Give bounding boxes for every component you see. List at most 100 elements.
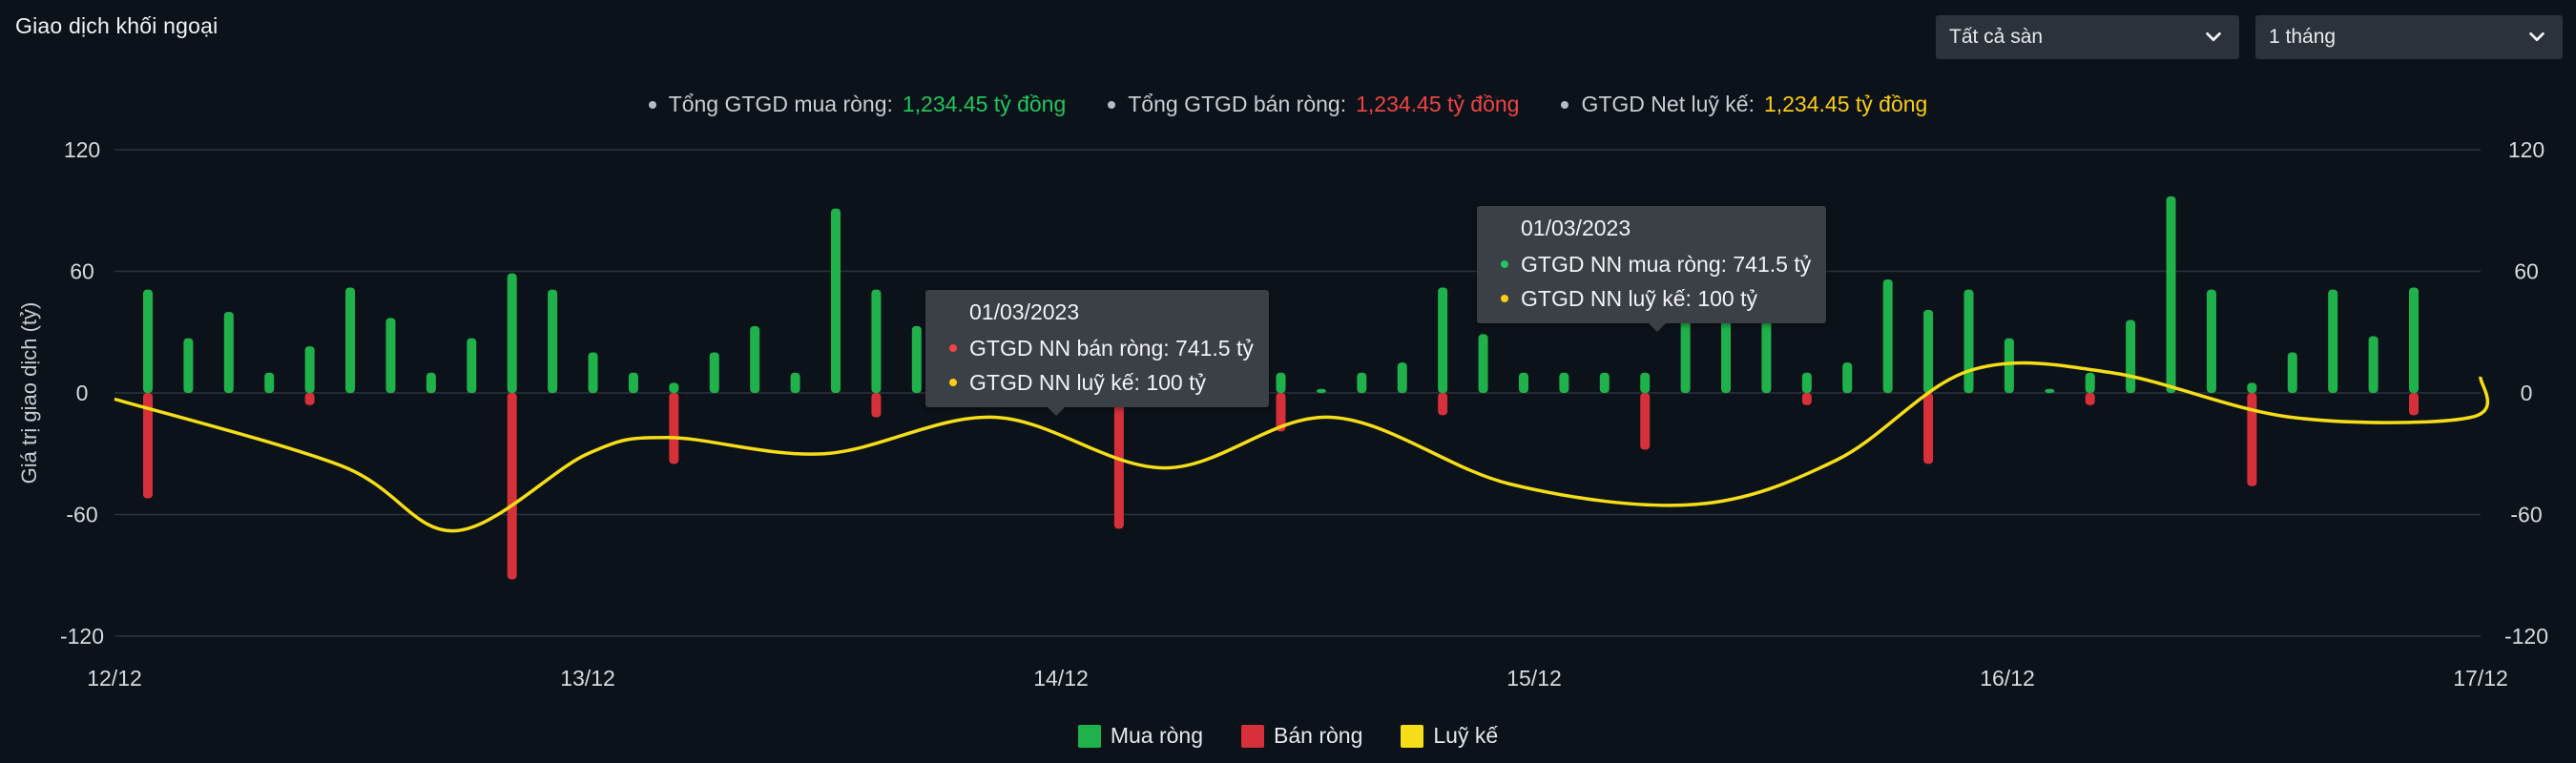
buy-bar (264, 372, 275, 393)
sell-bar (1801, 393, 1812, 405)
tooltip-net-buy: 01/03/2023 GTGD NN mua ròng: 741.5 tỷ GT… (1477, 206, 1827, 332)
period-select-value: 1 tháng (2269, 26, 2337, 48)
buy-bar (2206, 289, 2216, 393)
legend-swatch (1077, 724, 1101, 748)
buy-bar (1882, 279, 1893, 393)
buy-bar (790, 372, 800, 393)
buy-bar (1518, 372, 1528, 393)
buy-bar (385, 318, 396, 393)
y-axis-title: Giá trị giao dịch (tỷ) (17, 302, 41, 485)
legend-swatch (1241, 724, 1265, 748)
sell-bar (2085, 393, 2095, 405)
cumulative-dot-icon (1501, 295, 1508, 302)
buy-bar (183, 338, 194, 393)
buy-bar (2085, 372, 2095, 393)
buy-bar (223, 312, 234, 393)
legend-item-buy[interactable]: Mua ròng (1077, 723, 1204, 749)
sell-bar (1438, 393, 1448, 416)
x-tick-label: 13/12 (560, 666, 615, 691)
buy-bar (1316, 388, 1326, 393)
summary-value: 1,234.45 tỷ đồng (902, 92, 1067, 116)
buy-bar (467, 338, 477, 393)
sell-bar (871, 393, 882, 418)
summary-bar: Tổng GTGD mua ròng: 1,234.45 tỷ đồng Tổn… (0, 92, 2576, 117)
buy-bar (1599, 372, 1610, 393)
x-tick-label: 15/12 (1506, 666, 1562, 691)
sell-bar (507, 393, 517, 580)
y-tick-label-left: -120 (60, 624, 104, 649)
legend-item-sell[interactable]: Bán ròng (1241, 723, 1362, 749)
tooltip-date: 01/03/2023 (1521, 216, 1631, 240)
tooltip-label: GTGD NN luỹ kế: (969, 369, 1140, 395)
buy-bar (830, 208, 841, 393)
buy-bar (1640, 372, 1651, 393)
x-tick-label: 12/12 (87, 666, 142, 691)
sell-dot-icon (949, 344, 957, 352)
tooltip-row: GTGD NN luỹ kế: 100 tỷ (1492, 281, 1811, 316)
sell-bar (1640, 393, 1651, 450)
buy-bar (2166, 196, 2176, 393)
buy-bar (1801, 372, 1812, 393)
buy-bar (2045, 388, 2055, 393)
summary-value: 1,234.45 tỷ đồng (1356, 92, 1520, 116)
y-tick-label-left: 0 (76, 381, 89, 405)
buy-bar (345, 287, 356, 393)
y-tick-label-left: 60 (70, 259, 94, 284)
summary-net-sell: Tổng GTGD bán ròng: 1,234.45 tỷ đồng (1108, 92, 1519, 117)
bullet-icon (1561, 100, 1569, 109)
buy-bar (2004, 338, 2014, 393)
buy-bar (143, 289, 153, 393)
page-title: Giao dịch khối ngoại (15, 13, 218, 38)
chevron-down-icon (2529, 31, 2545, 42)
buy-bar (1963, 289, 1974, 393)
buy-bar (911, 325, 922, 393)
bullet-icon (1108, 100, 1116, 109)
chevron-down-icon (2206, 31, 2221, 42)
tooltip-value: 741.5 tỷ (1733, 251, 1812, 277)
legend-label: Bán ròng (1274, 723, 1363, 748)
buy-bar (507, 273, 517, 393)
buy-bar (1478, 334, 1488, 393)
buy-bar (588, 352, 598, 393)
buy-bar (1357, 372, 1367, 393)
period-select[interactable]: 1 tháng (2255, 15, 2563, 59)
tooltip-label: GTGD NN luỹ kế: (1521, 285, 1692, 311)
cumulative-line (114, 361, 2490, 533)
legend-item-cumulative[interactable]: Luỹ kế (1401, 723, 1498, 749)
buy-bar (1923, 309, 1934, 393)
buy-bar (669, 382, 679, 393)
buy-bar (1276, 372, 1286, 393)
y-tick-label-left: 120 (64, 137, 100, 162)
sell-bar (1276, 393, 1286, 432)
exchange-select[interactable]: Tất cả sàn (1936, 15, 2239, 59)
chart-legend: Mua ròng Bán ròng Luỹ kế (0, 723, 2576, 749)
x-tick-label: 17/12 (2453, 666, 2508, 691)
buy-bar (304, 346, 315, 393)
buy-bar (2126, 320, 2136, 393)
buy-bar (548, 289, 558, 393)
tooltip-row: GTGD NN mua ròng: 741.5 tỷ (1492, 247, 1811, 281)
sell-bar (2247, 393, 2257, 486)
summary-label: Tổng GTGD mua ròng: (668, 92, 893, 116)
buy-bar (426, 372, 436, 393)
buy-bar (2409, 287, 2419, 393)
buy-bar (1842, 362, 1853, 393)
tooltip-value: 741.5 tỷ (1175, 335, 1254, 361)
buy-bar (2328, 289, 2338, 393)
tooltip-row: GTGD NN bán ròng: 741.5 tỷ (941, 331, 1254, 365)
x-tick-label: 16/12 (1980, 666, 2035, 691)
tooltip-date: 01/03/2023 (969, 299, 1080, 324)
sell-bar (2409, 393, 2419, 416)
summary-label: Tổng GTGD bán ròng: (1128, 92, 1347, 116)
buy-dot-icon (1501, 260, 1508, 268)
buy-bar (2247, 382, 2257, 393)
buy-bar (709, 352, 719, 393)
summary-net-cumulative: GTGD Net luỹ kế: 1,234.45 tỷ đồng (1561, 92, 1927, 117)
legend-label: Mua ròng (1110, 723, 1204, 748)
tooltip-net-sell: 01/03/2023 GTGD NN bán ròng: 741.5 tỷ GT… (925, 290, 1269, 416)
y-tick-label-right: -120 (2504, 624, 2548, 649)
y-tick-label-right: -60 (2510, 503, 2542, 527)
legend-label: Luỹ kế (1433, 723, 1499, 748)
tooltip-label: GTGD NN mua ròng: (1521, 251, 1727, 277)
